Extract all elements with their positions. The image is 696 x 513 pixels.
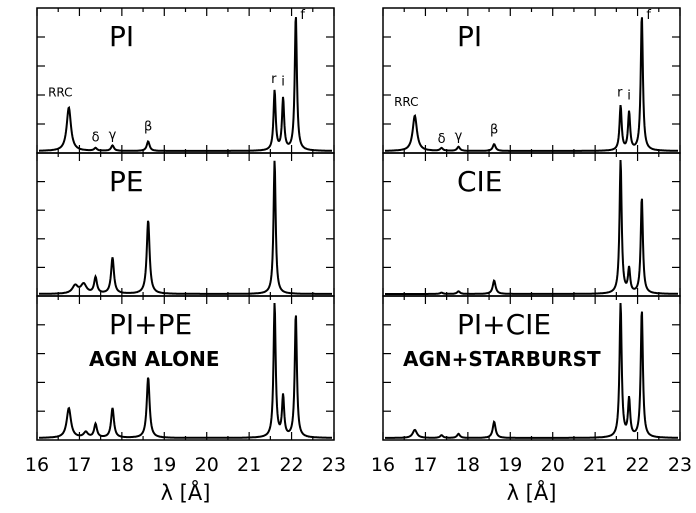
- line-annotation: δ: [438, 132, 446, 147]
- panel-label: PI+CIE: [457, 308, 551, 341]
- x-tick-label: 23: [668, 454, 692, 476]
- spectrum-line: [385, 17, 678, 152]
- line-annotation: β: [144, 120, 152, 135]
- panel-left-2: PE: [36, 152, 335, 297]
- line-annotation: γ: [109, 128, 117, 143]
- x-tick-label: 22: [279, 454, 303, 476]
- x-tick-label: 21: [237, 454, 261, 476]
- x-tick-label: 17: [67, 454, 91, 476]
- x-tick-label: 19: [152, 454, 176, 476]
- spectrum-line: [385, 302, 678, 439]
- panel-sublabel: AGN ALONE: [89, 347, 220, 371]
- panel-right-1: PI RRC δ γ β r i f: [382, 7, 681, 154]
- x-axis-label: λ [Å]: [161, 479, 211, 505]
- panel-left-3: PI+PE AGN ALONE: [36, 295, 335, 441]
- x-axis-label: λ [Å]: [507, 479, 557, 505]
- x-tick-label: 17: [413, 454, 437, 476]
- spectrum-line: [39, 16, 332, 152]
- spectrum-line: [385, 159, 678, 295]
- line-annotation: δ: [92, 130, 100, 145]
- panel-label: PI: [457, 20, 482, 53]
- panel-right-2: CIE: [382, 152, 681, 297]
- x-tick-label: 16: [371, 454, 395, 476]
- line-annotation: RRC: [48, 86, 72, 100]
- panel-right-3: PI+CIE AGN+STARBURST: [382, 295, 681, 441]
- x-tick-label: 16: [25, 454, 49, 476]
- chart-right: PI RRC δ γ β r i f CIE PI+CIE AGN+STARBURST 16 17 18 1…: [371, 7, 692, 505]
- panel-frame: [36, 7, 335, 154]
- panel-label: PI+PE: [109, 308, 192, 341]
- panel-label: PE: [109, 165, 144, 198]
- line-annotation: f: [646, 8, 651, 23]
- x-tick-label: 18: [110, 454, 134, 476]
- line-annotation: γ: [455, 129, 463, 144]
- line-annotation: RRC: [394, 95, 418, 109]
- line-annotation: i: [281, 75, 285, 90]
- x-tick-label: 22: [625, 454, 649, 476]
- x-tick-label: 20: [541, 454, 565, 476]
- x-tick-label: 20: [195, 454, 219, 476]
- spectrum-line: [39, 160, 332, 295]
- line-annotation: β: [490, 122, 498, 137]
- chart-left: PI RRC δ γ β r i f PE PI+PE AGN ALONE 16 17 18 19 20 21 2…: [25, 7, 346, 505]
- spectrum-line: [39, 302, 332, 439]
- x-tick-label: 21: [583, 454, 607, 476]
- panel-sublabel: AGN+STARBURST: [403, 347, 601, 371]
- x-tick-label: 18: [456, 454, 480, 476]
- line-annotation: r: [617, 86, 623, 101]
- panel-frame: [36, 152, 335, 297]
- panel-frame: [382, 7, 681, 154]
- x-tick-label: 19: [498, 454, 522, 476]
- panel-label: PI: [109, 20, 134, 53]
- panel-left-1: PI RRC δ γ β r i f: [36, 7, 335, 154]
- line-annotation: i: [627, 88, 631, 103]
- line-annotation: r: [271, 72, 277, 87]
- x-tick-label: 23: [322, 454, 346, 476]
- panel-frame: [382, 152, 681, 297]
- panel-label: CIE: [457, 165, 503, 198]
- line-annotation: f: [300, 8, 305, 23]
